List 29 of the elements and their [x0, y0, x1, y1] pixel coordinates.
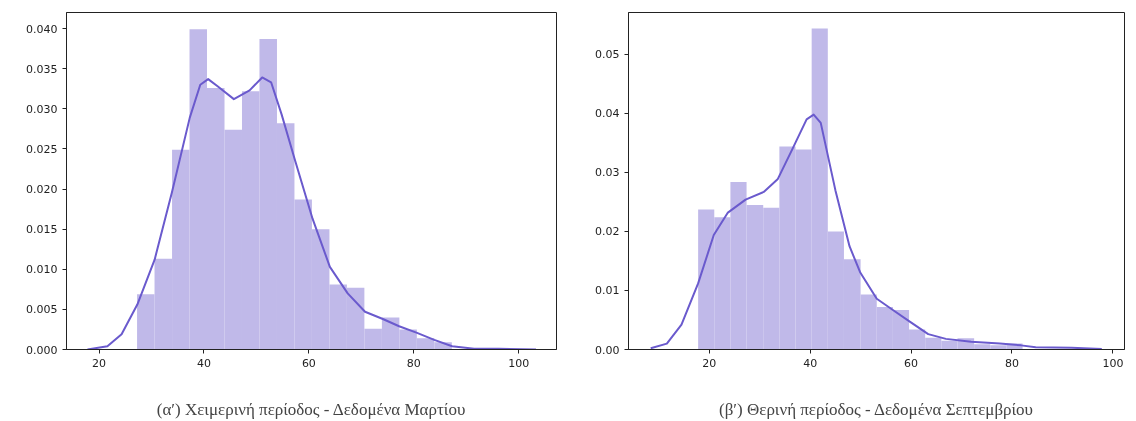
y-tick-label: 0.05 [595, 48, 620, 62]
y-tick-label: 0.02 [595, 225, 620, 239]
line-series [86, 76, 538, 350]
y-tick-label: 0.010 [26, 263, 58, 277]
x-axis-title: (α′) Χειμερινή περίοδος - Δεδομένα Μαρτίου [156, 399, 466, 419]
y-tick-label: 0.015 [26, 223, 58, 237]
x-tick-label: 100 [1102, 356, 1124, 370]
y-tick-label: 0.000 [26, 343, 58, 357]
y-tick-label: 0.020 [26, 183, 58, 197]
x-tick-label: 20 [702, 356, 717, 370]
y-tick-label: 0.04 [595, 107, 620, 121]
y-tick-label: 0.01 [595, 284, 620, 298]
y-tick-label: 0.03 [595, 166, 620, 180]
y-tick-label: 0.005 [26, 303, 58, 317]
x-tick-label: 40 [803, 356, 818, 370]
y-tick-label: 0.030 [26, 102, 58, 116]
y-tick-label: 0.025 [26, 142, 58, 156]
x-tick-label: 60 [301, 356, 316, 370]
y-tick-label: 0.035 [26, 62, 58, 76]
x-tick-label: 60 [904, 356, 919, 370]
x-tick-label: 40 [196, 356, 211, 370]
x-tick-label: 80 [1004, 356, 1019, 370]
line-series [649, 113, 1103, 350]
x-tick-label: 80 [406, 356, 421, 370]
y-tick-label: 0.00 [595, 343, 620, 357]
y-tick-label: 0.040 [26, 22, 58, 36]
x-tick-label: 20 [92, 356, 107, 370]
x-axis-title: (β′) Θερινή περίοδος - Δεδομένα Σεπτεμβρίου [719, 399, 1034, 419]
x-tick-label: 100 [508, 356, 530, 370]
